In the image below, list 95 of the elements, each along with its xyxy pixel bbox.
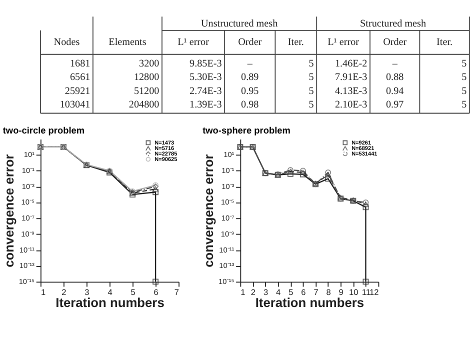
text: 0.97	[386, 100, 404, 111]
y-axis-title: convergence error	[201, 154, 216, 268]
point	[325, 172, 332, 178]
x-tick-label: 3	[84, 288, 90, 298]
chart-title: two-sphere problem	[202, 126, 290, 136]
x-tick-label: 4	[276, 288, 282, 298]
y-axis-title: convergence error	[1, 154, 16, 268]
point	[362, 278, 369, 285]
text: 1681	[70, 58, 90, 70]
text: 5	[462, 86, 467, 97]
x-tick-label: 1	[240, 288, 246, 298]
x-tick-label: 5	[288, 288, 294, 298]
text: 5	[308, 100, 314, 111]
point	[152, 189, 159, 196]
y-tick-label: 10⁻¹³	[19, 261, 36, 270]
chart-title: two-circle problem	[2, 126, 85, 136]
text: –	[246, 58, 254, 70]
y-tick-label: 10⁻⁵	[21, 198, 35, 207]
x-tick-label: 6	[301, 288, 306, 298]
y-tick-label: 10⁻¹¹	[219, 245, 235, 254]
text: Order	[383, 37, 408, 48]
y-tick-label: 10⁻⁵	[220, 198, 234, 207]
x-tick-label: 12	[370, 288, 380, 298]
y-tick-label: 10⁻¹³	[219, 261, 235, 270]
text: 25921	[64, 86, 90, 97]
y-tick-label: 10¹	[224, 150, 235, 160]
text: 1.46E-2	[334, 58, 368, 70]
text: 5	[308, 72, 314, 84]
text: 5	[462, 58, 467, 70]
point	[362, 202, 369, 207]
y-tick-label: 10¹	[24, 150, 36, 160]
text: 2.10E-3	[334, 100, 368, 111]
x-tick-label: 3	[263, 288, 268, 298]
text: 5	[462, 72, 467, 84]
point	[287, 170, 294, 177]
text: 0.89	[241, 72, 259, 84]
text: 103041	[60, 100, 90, 111]
x-tick-label: 1	[40, 288, 46, 298]
y-tick-label: 10⁻¹¹	[19, 245, 36, 254]
text: Iter.	[288, 37, 304, 48]
text: 9.85E-3	[190, 58, 222, 70]
x-axis-title: Iteration numbers	[255, 295, 364, 310]
text: 5.30E-3	[190, 72, 222, 84]
text: 6561	[70, 72, 90, 84]
text: 7.91E-3	[334, 72, 368, 84]
x-tick-label: 8	[326, 288, 332, 298]
text: 12800	[134, 72, 160, 84]
text: 3200	[139, 58, 160, 70]
text: 5	[308, 86, 314, 97]
text: 51200	[134, 86, 160, 97]
x-tick-label: 2	[250, 288, 256, 298]
y-tick-label: 10⁻¹	[22, 166, 36, 176]
x-tick-label: 5	[130, 288, 136, 298]
x-axis-title: Iteration numbers	[56, 295, 164, 310]
text: 0.98	[241, 100, 259, 111]
y-tick-label: 10⁻³	[22, 182, 36, 191]
x-tick-label: 6	[154, 288, 159, 298]
y-tick-label: 10⁻¹	[222, 166, 235, 176]
point	[325, 176, 332, 182]
text: –	[391, 58, 398, 70]
y-tick-label: 10⁻⁹	[21, 229, 35, 238]
text: 0.94	[386, 86, 404, 97]
x-tick-label: 9	[338, 288, 344, 298]
text: Nodes	[54, 37, 80, 48]
x-tick-label: 4	[108, 288, 113, 298]
text: L¹ error	[178, 37, 210, 48]
y-tick-label: 10⁻⁹	[220, 229, 234, 238]
text: 204800	[128, 100, 160, 111]
x-tick-label: 7	[314, 288, 319, 298]
text: 0.95	[241, 86, 259, 97]
text: 2.74E-3	[190, 86, 222, 97]
x-tick-label: 11	[362, 288, 371, 298]
y-tick-label: 10⁻⁷	[22, 214, 35, 223]
text: 1.39E-3	[190, 100, 222, 111]
text: Unstructured mesh	[200, 18, 278, 30]
point	[152, 186, 159, 192]
text: L¹ error	[328, 37, 360, 48]
text: 0.88	[386, 72, 404, 84]
text: Structured mesh	[360, 18, 426, 30]
text: Iter.	[436, 37, 453, 48]
point	[152, 278, 159, 285]
text: 5	[462, 100, 467, 111]
x-tick-label: 2	[62, 288, 67, 298]
y-tick-label: 10⁻⁷	[221, 214, 235, 223]
y-tick-label: 10⁻¹⁵	[218, 276, 234, 286]
x-tick-label: 10	[349, 288, 359, 298]
y-tick-label: 10⁻¹⁵	[18, 276, 35, 286]
x-tick-label: 7	[174, 288, 180, 298]
text: Elements	[108, 37, 146, 48]
text: Order	[238, 37, 262, 48]
point	[362, 204, 369, 210]
y-tick-label: 10⁻³	[222, 182, 235, 191]
text: 4.13E-3	[334, 86, 368, 97]
text: 5	[308, 58, 314, 70]
point	[325, 170, 332, 176]
